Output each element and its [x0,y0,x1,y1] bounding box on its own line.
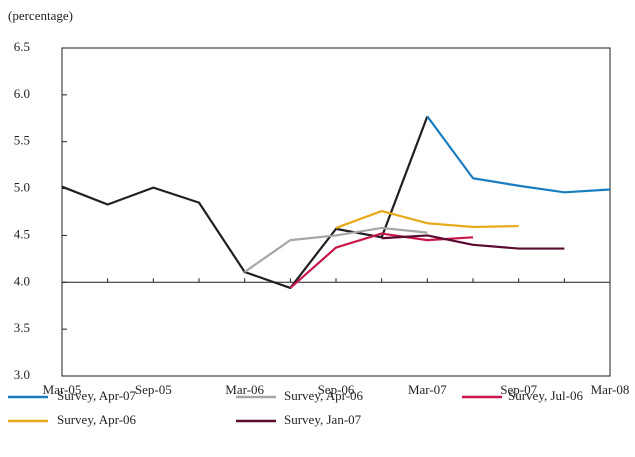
series-line [426,115,611,194]
legend-label: Survey, Jul-06 [508,388,583,403]
y-tick-label: 3.0 [14,367,30,382]
series-line [244,226,428,273]
y-tick-label: 5.5 [14,133,30,148]
x-tick-label: Mar-07 [408,382,447,397]
series-line [381,234,565,250]
y-tick-label: 3.5 [14,320,30,335]
x-tick-label: Mar-06 [225,382,264,397]
y-tick-label: 6.5 [14,39,30,54]
y-tick-label: 6.0 [14,86,30,101]
y-tick-label: 5.0 [14,180,30,195]
x-tick-label: Sep-07 [500,382,537,397]
y-tick-label: 4.0 [14,273,30,288]
series-line [335,209,519,229]
x-tick-label: Mar-08 [591,382,630,397]
legend-label: Survey, Apr-06 [284,388,364,403]
series-line [61,116,429,290]
plot-frame [61,47,611,377]
y-tick-label: 4.5 [14,226,30,241]
x-tick-label: Mar-05 [43,382,82,397]
legend-label: Survey, Apr-07 [57,388,137,403]
legend-label: Survey, Jan-07 [284,412,362,427]
y-axis-label: (percentage) [8,8,73,23]
x-tick-label: Sep-06 [318,382,355,397]
x-tick-label: Sep-05 [135,382,172,397]
legend-label: Survey, Apr-06 [57,412,137,427]
